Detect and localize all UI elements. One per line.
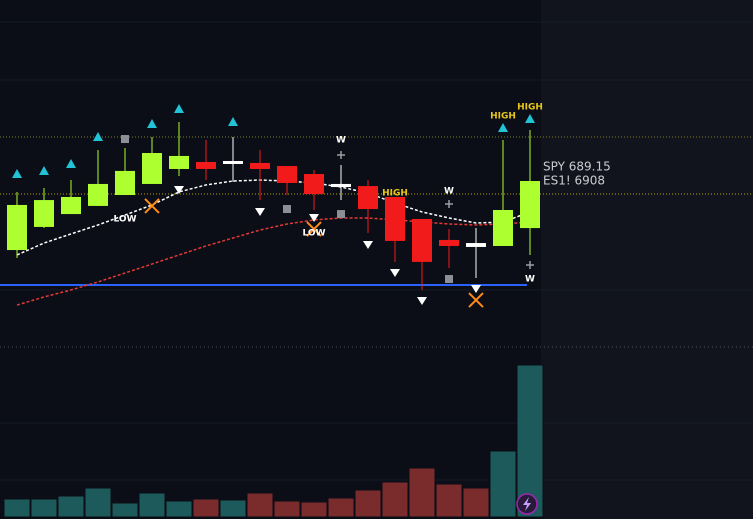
signal-square [337, 210, 345, 219]
volume-bar [30, 498, 58, 518]
volume-bar [57, 495, 85, 518]
volume-bar [3, 498, 31, 518]
signal-plus [337, 150, 345, 159]
signal-down [174, 185, 184, 194]
signal-up [525, 114, 535, 123]
volume-bar [408, 467, 436, 518]
grid [0, 21, 753, 481]
signal-label: HIGH [490, 112, 516, 122]
candle-body [466, 243, 486, 247]
signal-down [255, 207, 265, 216]
volume-bar [165, 500, 193, 518]
candle-body [520, 181, 540, 229]
alert-icon[interactable] [516, 493, 538, 515]
candle-body [34, 200, 54, 227]
candle-body [385, 196, 405, 241]
candle-body [304, 174, 324, 195]
signal-down [363, 241, 373, 249]
right-margin [541, 0, 753, 519]
signal-cross [306, 221, 322, 237]
signal-down [309, 213, 319, 222]
volume-bar [84, 487, 112, 518]
signal-label: LOW [303, 228, 326, 238]
signal-square [283, 205, 291, 214]
volume-bar [273, 500, 301, 518]
price-label: SPY 689.15 [543, 160, 611, 174]
candle-body [358, 186, 378, 210]
price-label: ES1! 6908 [543, 174, 605, 188]
signal-label: HIGH [382, 189, 408, 199]
signal-square [121, 135, 129, 144]
volume-bar [138, 492, 166, 518]
signal-up [498, 122, 508, 132]
signal-label: W [336, 136, 346, 146]
moving-average [16, 179, 531, 256]
volume-bar [381, 481, 409, 518]
signal-cross [468, 292, 484, 308]
volume-bar [462, 487, 490, 518]
signal-up [39, 165, 49, 175]
signal-up [147, 119, 157, 129]
signal-plus [526, 261, 534, 270]
candle-body [142, 153, 162, 184]
signal-up [174, 104, 184, 114]
signal-plus [445, 199, 453, 208]
candle-body [412, 218, 432, 262]
signal-label: HIGH [517, 102, 543, 112]
volume-bar [111, 502, 139, 518]
moving-average [16, 217, 531, 306]
volume-bar [489, 450, 517, 518]
signal-square [445, 275, 453, 284]
volume-bar [435, 483, 463, 518]
candle-body [61, 196, 81, 215]
candle-body [169, 155, 189, 169]
candle-body [493, 210, 513, 246]
signal-up [228, 116, 238, 126]
signal-label: LOW [114, 214, 137, 224]
volume-pane [3, 364, 544, 518]
signal-label: W [525, 275, 535, 285]
candle-body [88, 183, 108, 206]
signal-down [417, 297, 427, 305]
volume-bar [219, 499, 247, 518]
candle-body [439, 239, 459, 246]
volume-bar [192, 498, 220, 518]
signal-up [66, 158, 76, 168]
candle-body [277, 166, 297, 183]
candle-body [196, 161, 216, 169]
alert-bolt[interactable] [523, 497, 531, 511]
signal-label: W [444, 186, 454, 196]
volume-bar [300, 501, 328, 518]
candle-body [223, 161, 243, 164]
signal-down [390, 269, 400, 277]
volume-bar [327, 497, 355, 518]
volume-bar [246, 492, 274, 518]
volume-bar [516, 364, 544, 518]
signal-down [471, 284, 481, 293]
candle-body [115, 170, 135, 196]
volume-bar [354, 489, 382, 518]
candle-body [331, 183, 351, 188]
signal-cross [144, 198, 160, 214]
candle-body [7, 204, 27, 251]
candle-body [250, 162, 270, 169]
signal-up [12, 169, 22, 179]
signal-up [93, 132, 103, 142]
